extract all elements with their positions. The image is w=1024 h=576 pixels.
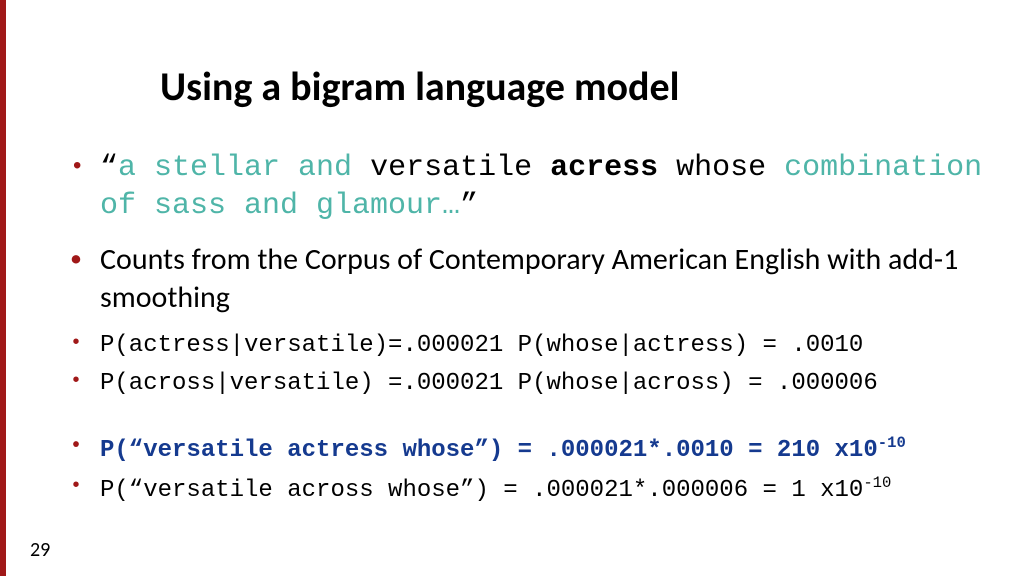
slide-title: Using a bigram language model xyxy=(160,62,679,111)
result-2-text: P(“versatile across whose”) = .000021*.0… xyxy=(100,477,863,504)
accent-bar xyxy=(0,0,6,576)
result-2-sup: -10 xyxy=(863,474,891,492)
result-1-sup: -10 xyxy=(878,434,906,452)
quote-teal-1: a stellar and xyxy=(118,151,370,185)
bullet-corpus: Counts from the Corpus of Contemporary A… xyxy=(70,241,1010,316)
bullet-result-1: P(“versatile actress whose”) = .000021*.… xyxy=(70,433,1010,467)
bullet-prob-2: P(across|versatile) =.000021 P(whose|acr… xyxy=(70,368,1010,400)
slide-body: “a stellar and versatile acress whose co… xyxy=(70,150,1010,514)
quote-plain-2: whose xyxy=(658,151,784,185)
bullet-prob-1: P(actress|versatile)=.000021 P(whose|act… xyxy=(70,330,1010,362)
spacer xyxy=(70,407,1010,433)
quote-plain-1: versatile xyxy=(370,151,550,185)
bullet-result-2: P(“versatile across whose”) = .000021*.0… xyxy=(70,473,1010,507)
open-quote: “ xyxy=(100,151,118,185)
bullet-quote: “a stellar and versatile acress whose co… xyxy=(70,150,1010,225)
page-number: 29 xyxy=(30,538,50,562)
result-1-text: P(“versatile actress whose”) = .000021*.… xyxy=(100,437,878,464)
quote-bold: acress xyxy=(550,151,658,185)
close-quote: ” xyxy=(460,189,478,223)
